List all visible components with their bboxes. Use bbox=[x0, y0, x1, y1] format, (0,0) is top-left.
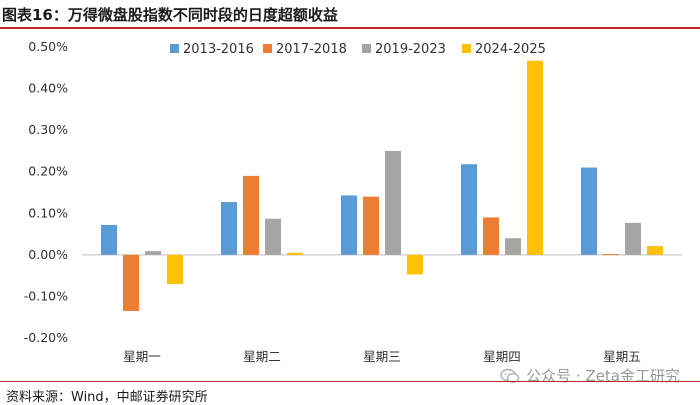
legend-label: 2019-2023 bbox=[375, 42, 446, 57]
y-tick-label: 0.50% bbox=[28, 39, 68, 54]
bar-2019-2023-1 bbox=[145, 251, 161, 255]
legend-item-2024-2025: 2024-2025 bbox=[462, 42, 546, 57]
bar-2013-2016-4 bbox=[461, 164, 477, 255]
x-tick-label: 星期二 bbox=[243, 349, 281, 364]
bar-2017-2018-2 bbox=[243, 175, 259, 255]
y-tick-label: -0.20% bbox=[24, 330, 68, 345]
bar-2019-2023-2 bbox=[265, 218, 281, 255]
y-tick-label: -0.10% bbox=[24, 288, 68, 303]
title-bar: 图表16：万得微盘股指数不同时段的日度超额收益 bbox=[0, 0, 700, 26]
bar-2017-2018-5 bbox=[603, 254, 619, 256]
bar-2017-2018-1 bbox=[123, 254, 139, 311]
y-tick-label: 0.10% bbox=[28, 205, 68, 220]
y-tick-label: 0.20% bbox=[28, 164, 68, 179]
legend-label: 2017-2018 bbox=[276, 42, 347, 57]
legend-label: 2013-2016 bbox=[183, 42, 254, 57]
bar-2024-2025-2 bbox=[287, 252, 303, 255]
legend-item-2013-2016: 2013-2016 bbox=[170, 42, 254, 57]
legend-swatch bbox=[362, 44, 371, 53]
source-note: 资料来源：Wind，中邮证券研究所 bbox=[6, 390, 208, 405]
bar-2019-2023-5 bbox=[625, 222, 641, 255]
bar-2013-2016-2 bbox=[221, 202, 237, 255]
y-tick-label: 0.00% bbox=[28, 247, 68, 262]
legend-swatch bbox=[170, 44, 179, 53]
y-tick-label: 0.40% bbox=[28, 81, 68, 96]
title-rule bbox=[0, 27, 700, 29]
bar-2024-2025-4 bbox=[527, 60, 543, 255]
bar-2019-2023-4 bbox=[505, 238, 521, 255]
bar-2013-2016-5 bbox=[581, 167, 597, 255]
bar-2024-2025-1 bbox=[167, 254, 183, 284]
bar-2013-2016-3 bbox=[341, 195, 357, 255]
legend-item-2017-2018: 2017-2018 bbox=[263, 42, 347, 57]
footer-rule bbox=[0, 381, 700, 382]
x-tick-label: 星期五 bbox=[603, 349, 641, 364]
bar-2024-2025-3 bbox=[407, 254, 423, 275]
bar-chart: -0.20% -0.10% 0.00% 0.10% 0.20% 0.30% 0.40% 0.5… bbox=[24, 39, 682, 364]
watermark-text: 公众号 · Zeta金工研究 bbox=[526, 367, 680, 385]
x-tick-label: 星期三 bbox=[363, 349, 401, 364]
bar-2024-2025-5 bbox=[647, 246, 663, 255]
legend-item-2019-2023: 2019-2023 bbox=[362, 42, 446, 57]
legend-swatch bbox=[462, 44, 471, 53]
legend-label: 2024-2025 bbox=[475, 42, 546, 57]
x-tick-label: 星期一 bbox=[123, 349, 161, 364]
legend-swatch bbox=[263, 44, 272, 53]
x-tick-label: 星期四 bbox=[483, 349, 521, 364]
watermark: 公众号 · Zeta金工研究 bbox=[500, 365, 680, 386]
bar-2013-2016-1 bbox=[101, 224, 117, 255]
figure-title: 图表16：万得微盘股指数不同时段的日度超额收益 bbox=[2, 6, 338, 24]
bar-2017-2018-4 bbox=[483, 217, 499, 255]
bar-2019-2023-3 bbox=[385, 150, 401, 255]
bar-2017-2018-3 bbox=[363, 196, 379, 255]
y-tick-label: 0.30% bbox=[28, 122, 68, 137]
